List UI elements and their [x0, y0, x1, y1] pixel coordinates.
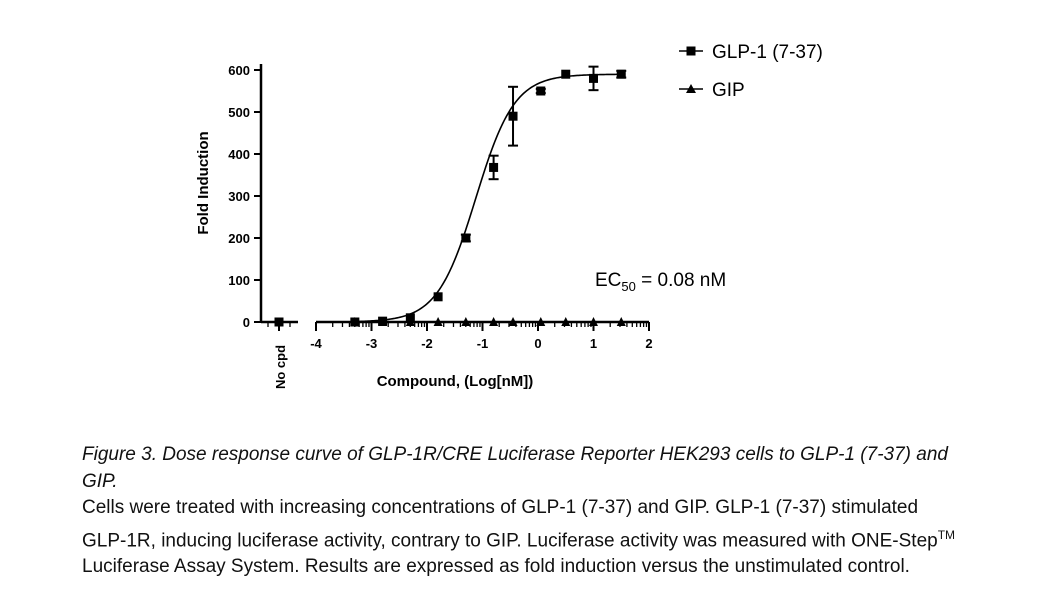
legend: GLP-1 (7-37) GIP — [679, 42, 823, 101]
ec50-suffix: = 0.08 nM — [636, 270, 726, 291]
caption-title: Figure 3. Dose response curve of GLP-1R/… — [82, 444, 948, 492]
x-tick-label: -1 — [477, 336, 489, 351]
y-axis-ticks: 0 100 200 300 400 500 600 — [228, 63, 261, 330]
ec50-annotation: EC50 = 0.08 nM — [595, 270, 726, 294]
gip-data-point — [508, 317, 518, 326]
y-axis-label: Fold Induction — [195, 131, 212, 234]
glp1-data-point — [508, 111, 518, 121]
caption-body: Cells were treated with increasing conce… — [82, 495, 962, 581]
gip-data-point — [350, 317, 360, 326]
trademark-superscript: TM — [937, 527, 956, 542]
y-tick-label: 100 — [228, 273, 250, 288]
ec50-subscript: 50 — [621, 279, 635, 294]
gip-data-point — [461, 317, 471, 326]
x-tick-label: 2 — [645, 336, 652, 351]
dose-response-chart: 0 100 200 300 400 500 600 -4 -3 -2 -1 0 1 2 Fold Ind… — [195, 42, 823, 390]
x-tick-label: 1 — [590, 336, 597, 351]
y-tick-label: 600 — [228, 63, 250, 78]
glp1-data-point — [561, 69, 571, 79]
legend-label-glp1: GLP-1 (7-37) — [712, 42, 823, 63]
gip-data-point — [616, 317, 626, 326]
glp1-fit-curve — [354, 73, 622, 323]
x-tick-label: -4 — [310, 336, 322, 351]
y-tick-label: 200 — [228, 231, 250, 246]
gip-data-point — [433, 317, 443, 326]
figure-caption: Figure 3. Dose response curve of GLP-1R/… — [82, 442, 962, 581]
legend-triangle-marker — [686, 84, 696, 93]
legend-label-gip: GIP — [712, 80, 745, 101]
glp1-data-point — [589, 73, 598, 83]
glp1-data-point — [536, 86, 546, 96]
glp1-control-point — [274, 317, 284, 327]
glp1-data-point — [461, 233, 471, 243]
caption-body-part1: Cells were treated with increasing conce… — [82, 497, 938, 551]
x-axis-label: Compound, (Log[nM]) — [377, 373, 534, 390]
legend-square-marker — [686, 46, 696, 56]
y-tick-label: 400 — [228, 147, 250, 162]
gip-data-point — [589, 317, 598, 326]
gip-data-point — [378, 317, 388, 326]
ec50-prefix: EC — [595, 270, 621, 291]
control-tick-label: No cpd — [273, 345, 288, 389]
series-layer — [274, 65, 627, 327]
x-tick-label: 0 — [534, 336, 541, 351]
glp1-data-point — [616, 69, 626, 79]
x-axis-ticks: -4 -3 -2 -1 0 1 2 — [267, 322, 653, 351]
y-tick-label: 500 — [228, 105, 250, 120]
caption-body-part2: Luciferase Assay System. Results are exp… — [82, 556, 910, 578]
glp1-data-point — [433, 292, 443, 302]
glp1-data-point — [489, 162, 499, 172]
y-tick-label: 0 — [243, 315, 250, 330]
x-tick-label: -3 — [366, 336, 378, 351]
gip-data-point — [561, 317, 571, 326]
gip-data-point — [489, 317, 499, 326]
x-tick-label: -2 — [421, 336, 433, 351]
y-tick-label: 300 — [228, 189, 250, 204]
gip-data-point — [536, 317, 546, 326]
gip-data-point — [405, 317, 415, 326]
